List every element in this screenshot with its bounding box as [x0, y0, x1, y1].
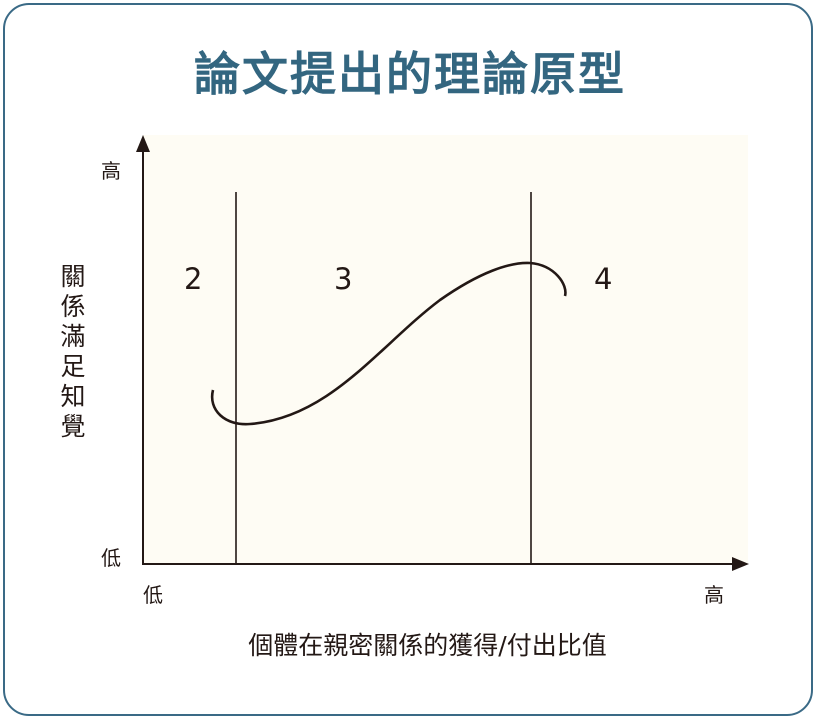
satisfaction-curve: [210, 261, 567, 426]
x-axis-label: 個體在親密關係的獲得/付出比值: [248, 631, 607, 660]
plot-background: [143, 135, 748, 563]
card-frame: [3, 3, 813, 716]
y-axis-arrow: [136, 135, 150, 152]
y-low-label: 低: [101, 546, 121, 570]
region-label-4: 4: [594, 262, 613, 296]
region-label-2: 2: [184, 262, 203, 296]
x-high-label: 高: [704, 583, 724, 607]
x-axis-arrow: [732, 557, 749, 571]
page-title: 論文提出的理論原型: [194, 47, 626, 101]
region-label-3: 3: [334, 262, 353, 296]
y-axis-label: 關係滿足知覺: [60, 262, 86, 441]
y-high-label: 高: [101, 159, 121, 183]
x-low-label: 低: [143, 583, 163, 607]
